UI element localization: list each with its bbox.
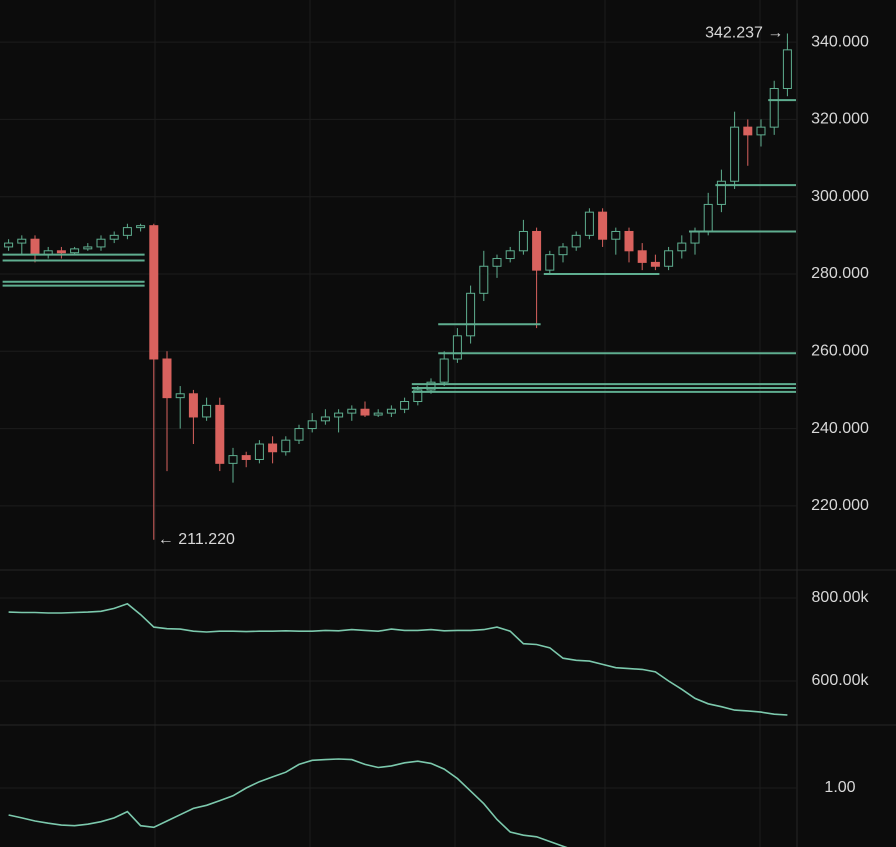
candle-body <box>241 455 251 460</box>
candle-body <box>360 408 370 416</box>
candle-body <box>96 238 106 248</box>
candle-body <box>466 292 476 337</box>
candle-body <box>664 250 674 267</box>
y-tick-label: 220.000 <box>811 497 869 514</box>
candle-body <box>492 258 502 267</box>
vertical-grid <box>154 0 761 847</box>
pane <box>0 33 797 540</box>
candle-body <box>162 358 172 399</box>
indicator-line <box>8 602 788 716</box>
indicator-line <box>8 758 568 847</box>
candle-body <box>690 230 700 244</box>
candle-body <box>202 404 212 418</box>
candle-body <box>716 180 726 205</box>
candle-body <box>4 242 14 248</box>
price-annotation: ← 211.220 <box>158 531 235 548</box>
candle-body <box>439 358 449 383</box>
y-tick-label: 320.000 <box>811 111 869 128</box>
candle-body <box>136 225 146 229</box>
candle-body <box>228 455 238 464</box>
candle-body <box>545 254 555 271</box>
candle-body <box>347 408 357 414</box>
pane <box>0 597 797 716</box>
y-tick-label: 280.000 <box>811 265 869 282</box>
candle-body <box>254 443 264 460</box>
y-tick-label: 260.000 <box>811 342 869 359</box>
y-tick-label: 800.00k <box>812 589 870 606</box>
candle-body <box>558 246 568 256</box>
candle-body <box>56 250 66 254</box>
candle-body <box>769 87 779 128</box>
candle-body <box>175 393 185 399</box>
candle-body <box>703 203 713 232</box>
candle-body <box>611 230 621 240</box>
candle-body <box>624 230 634 252</box>
candle-body <box>294 428 304 441</box>
candle-body <box>109 234 119 240</box>
candle-body <box>782 49 792 89</box>
candle-body <box>756 126 766 136</box>
candle-body <box>505 250 515 260</box>
candle-body <box>637 250 647 263</box>
candle-body <box>413 389 423 403</box>
candle-body <box>386 408 396 414</box>
candle-body <box>307 420 317 430</box>
candle-body <box>17 238 27 244</box>
candle-body <box>584 211 594 236</box>
candle-body <box>281 439 291 453</box>
candle-body <box>426 381 436 391</box>
y-tick-label: 1.00 <box>824 779 855 796</box>
candle-body <box>30 238 40 256</box>
candle-body <box>650 261 660 267</box>
candle-body <box>598 211 608 240</box>
candle-body <box>479 265 489 294</box>
candle-body <box>83 246 93 250</box>
candle-body <box>730 126 740 182</box>
candle-body <box>70 248 80 254</box>
candle-body <box>268 443 278 453</box>
y-tick-label: 600.00k <box>812 672 870 689</box>
candle-body <box>677 242 687 252</box>
candle-body <box>571 234 581 248</box>
candle-body <box>320 416 330 422</box>
candle-body <box>373 412 383 416</box>
pane <box>0 758 797 847</box>
y-tick-label: 240.000 <box>811 420 869 437</box>
y-tick-label: 300.000 <box>811 188 869 205</box>
candle-body <box>532 230 542 271</box>
candle-body <box>122 227 132 236</box>
candle-body <box>149 225 159 360</box>
candle-body <box>334 412 344 418</box>
candle-body <box>400 401 410 410</box>
candle-body <box>518 230 528 252</box>
price-annotation: 342.237 → <box>705 25 783 42</box>
candle-body <box>452 335 462 360</box>
y-tick-label: 340.000 <box>811 33 869 50</box>
candle-body <box>188 393 198 418</box>
candle-body <box>743 126 753 136</box>
candle-body <box>215 404 225 464</box>
